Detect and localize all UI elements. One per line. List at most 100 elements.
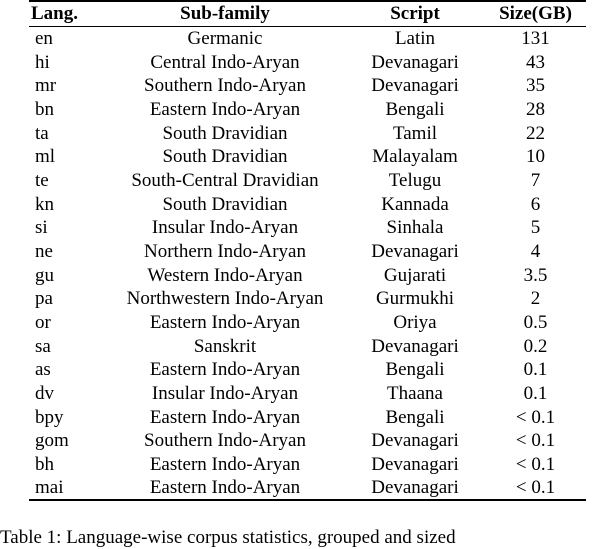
cell-lang: ml: [35, 146, 56, 168]
cell-lang: pa: [35, 288, 53, 310]
cell-script: Bengali: [385, 98, 445, 120]
cell-script: Malayalam: [372, 146, 458, 168]
cell-size: < 0.1: [515, 453, 556, 475]
table-row: dv Insular Indo-Aryan Thaana 0.1: [29, 382, 586, 406]
cell-sub-family: Germanic: [187, 28, 263, 49]
table-row: ml South Dravidian Malayalam 10: [29, 145, 586, 169]
cell-script: Devanagari: [371, 75, 459, 97]
cell-size: < 0.1: [515, 406, 556, 428]
table-row: sa Sanskrit Devanagari 0.2: [29, 335, 586, 359]
cell-sub-family: South-Central Dravidian: [131, 169, 319, 191]
cell-lang: kn: [35, 193, 54, 215]
cell-size: 43: [526, 51, 545, 73]
cell-size: 22: [526, 122, 545, 144]
cell-sub-family: South Dravidian: [162, 146, 288, 168]
cell-sub-family: South Dravidian: [162, 193, 288, 215]
table-row: ne Northern Indo-Aryan Devanagari 4: [29, 240, 586, 264]
cell-lang: dv: [35, 382, 54, 404]
table-top-rule: [29, 0, 586, 2]
cell-sub-family: Eastern Indo-Aryan: [149, 406, 301, 428]
cell-lang: en: [35, 28, 53, 49]
table-row: si Insular Indo-Aryan Sinhala 5: [29, 216, 586, 240]
cell-script: Devanagari: [371, 335, 459, 357]
table-row: en Germanic Latin 131: [29, 26, 586, 51]
cell-script: Devanagari: [371, 430, 459, 452]
cell-size: 5: [530, 217, 541, 239]
cell-lang: sa: [35, 335, 51, 357]
cell-sub-family: Insular Indo-Aryan: [151, 217, 299, 239]
header-lang: Lang.: [31, 3, 78, 24]
cell-sub-family: Eastern Indo-Aryan: [149, 477, 301, 499]
table-row: bh Eastern Indo-Aryan Devanagari < 0.1: [29, 453, 586, 477]
cell-script: Devanagari: [371, 51, 459, 73]
cell-sub-family: Eastern Indo-Aryan: [149, 311, 301, 333]
cell-sub-family: Eastern Indo-Aryan: [149, 453, 301, 475]
table-row: te South-Central Dravidian Telugu 7: [29, 169, 586, 193]
cell-size: 131: [521, 28, 550, 49]
header-script: Script: [390, 3, 440, 24]
header-row: Lang. Sub-family Script Size(GB): [29, 2, 586, 26]
table-header-rule: [29, 26, 586, 27]
table-row: or Eastern Indo-Aryan Oriya 0.5: [29, 311, 586, 335]
cell-size: 7: [530, 169, 541, 191]
table-row: mr Southern Indo-Aryan Devanagari 35: [29, 74, 586, 98]
cell-sub-family: Central Indo-Aryan: [150, 51, 300, 73]
cell-size: 0.2: [523, 335, 548, 357]
table-row: kn South Dravidian Kannada 6: [29, 193, 586, 217]
cell-lang: ta: [35, 122, 49, 144]
cell-script: Bengali: [385, 406, 445, 428]
cell-lang: mr: [35, 75, 57, 97]
cell-sub-family: Eastern Indo-Aryan: [149, 359, 301, 381]
table-row: hi Central Indo-Aryan Devanagari 43: [29, 51, 586, 75]
cell-lang: bn: [35, 98, 54, 120]
cell-lang: mai: [35, 477, 64, 499]
cell-script: Devanagari: [371, 240, 459, 262]
language-statistics-table: Lang. Sub-family Script Size(GB) en Germa…: [29, 2, 586, 500]
cell-script: Bengali: [385, 359, 445, 381]
cell-lang: te: [35, 169, 49, 191]
cell-size: < 0.1: [515, 430, 556, 452]
cell-script: Telugu: [388, 169, 442, 191]
cell-size: 0.1: [523, 382, 548, 404]
cell-script: Latin: [394, 28, 436, 49]
cell-lang: bh: [35, 453, 54, 475]
cell-size: 28: [526, 98, 545, 120]
table-row: gom Southern Indo-Aryan Devanagari < 0.1: [29, 429, 586, 453]
cell-lang: bpy: [35, 406, 64, 428]
cell-size: 3.5: [523, 264, 548, 286]
cell-lang: gu: [35, 264, 54, 286]
header-size: Size(GB): [499, 3, 572, 24]
cell-size: < 0.1: [515, 477, 556, 499]
cell-script: Devanagari: [371, 453, 459, 475]
cell-sub-family: Insular Indo-Aryan: [151, 382, 299, 404]
table-row: ta South Dravidian Tamil 22: [29, 122, 586, 146]
table-row: gu Western Indo-Aryan Gujarati 3.5: [29, 264, 586, 288]
cell-size: 2: [530, 288, 541, 310]
cell-sub-family: Southern Indo-Aryan: [144, 75, 306, 97]
cell-lang: ne: [35, 240, 53, 262]
table-row: pa Northwestern Indo-Aryan Gurmukhi 2: [29, 287, 586, 311]
cell-lang: si: [35, 217, 48, 239]
cell-sub-family: Western Indo-Aryan: [147, 264, 303, 286]
cell-lang: or: [35, 311, 51, 333]
cell-script: Sinhala: [386, 217, 444, 239]
cell-script: Devanagari: [371, 477, 459, 499]
cell-size: 0.5: [523, 311, 548, 333]
cell-script: Tamil: [392, 122, 438, 144]
table-header: Lang. Sub-family Script Size(GB): [29, 2, 586, 26]
cell-sub-family: Northern Indo-Aryan: [144, 240, 306, 262]
cell-script: Oriya: [393, 311, 437, 333]
table-row: bn Eastern Indo-Aryan Bengali 28: [29, 98, 586, 122]
cell-lang: hi: [35, 51, 50, 73]
cell-script: Gujarati: [383, 264, 447, 286]
cell-size: 10: [526, 146, 545, 168]
cell-sub-family: South Dravidian: [162, 122, 288, 144]
table-bottom-rule: [29, 499, 586, 501]
cell-size: 0.1: [523, 359, 548, 381]
cell-size: 4: [530, 240, 541, 262]
cell-sub-family: Northwestern Indo-Aryan: [126, 288, 324, 310]
cell-script: Kannada: [381, 193, 449, 215]
cell-sub-family: Southern Indo-Aryan: [144, 430, 306, 452]
cell-lang: gom: [35, 430, 69, 452]
header-sub-family: Sub-family: [180, 3, 270, 24]
